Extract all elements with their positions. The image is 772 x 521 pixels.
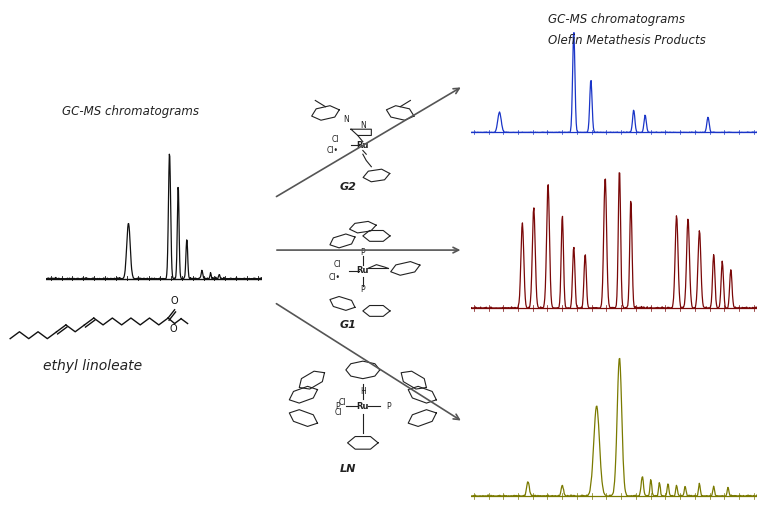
Text: Ru: Ru	[357, 402, 369, 411]
Text: Olefin Metathesis Products: Olefin Metathesis Products	[548, 34, 706, 47]
Text: O: O	[171, 296, 178, 306]
Text: Cl•: Cl•	[327, 146, 339, 155]
Text: P: P	[361, 285, 365, 294]
Text: Ru: Ru	[357, 266, 369, 276]
Text: ethyl linoleate: ethyl linoleate	[43, 359, 142, 373]
Text: O: O	[169, 324, 177, 334]
Text: Cl: Cl	[335, 408, 343, 417]
Text: GC-MS chromatograms: GC-MS chromatograms	[62, 105, 198, 118]
Text: LN: LN	[340, 464, 356, 474]
Text: GC-MS chromatograms: GC-MS chromatograms	[548, 14, 685, 27]
Text: Cl: Cl	[331, 135, 339, 144]
Text: N: N	[343, 115, 349, 123]
Text: N: N	[360, 121, 366, 130]
Text: Cl: Cl	[338, 398, 346, 406]
Text: P: P	[386, 402, 391, 411]
Text: Ru: Ru	[357, 141, 369, 150]
Text: H: H	[360, 387, 366, 396]
Text: G1: G1	[340, 320, 357, 330]
Text: P: P	[361, 247, 365, 257]
Text: Cl•: Cl•	[329, 272, 340, 282]
Text: Cl: Cl	[334, 260, 340, 269]
Text: P: P	[335, 402, 340, 411]
Text: G2: G2	[340, 182, 357, 192]
